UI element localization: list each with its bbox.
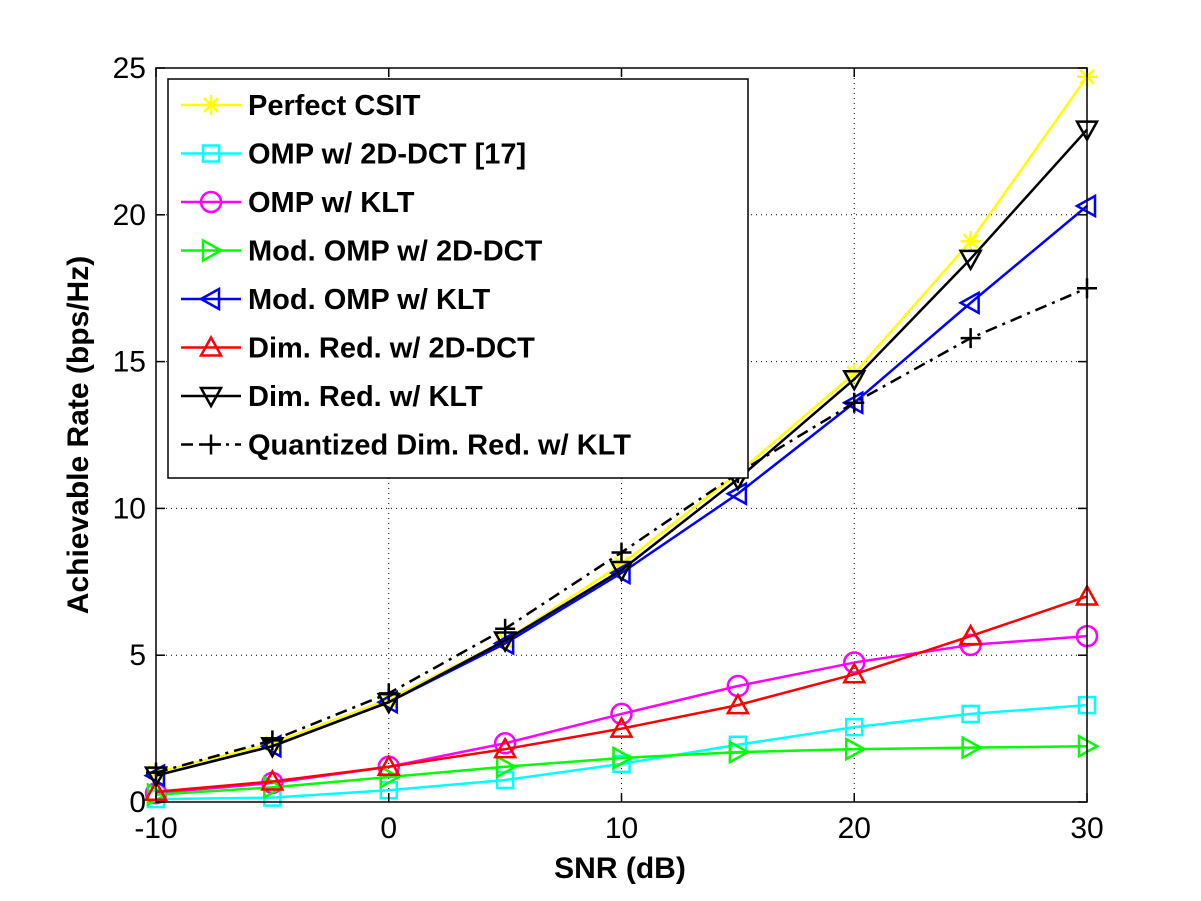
data-point bbox=[260, 768, 285, 791]
x-tick-label: 20 bbox=[838, 812, 871, 845]
data-point bbox=[960, 231, 981, 252]
legend-label: Quantized Dim. Red. w/ KLT bbox=[248, 430, 631, 462]
data-point bbox=[495, 754, 518, 779]
y-tick-label: 20 bbox=[113, 199, 146, 232]
series-line bbox=[155, 744, 1088, 796]
x-tick-label: 30 bbox=[1070, 812, 1103, 845]
legend-marker bbox=[199, 190, 223, 214]
data-point bbox=[845, 717, 864, 737]
data-point bbox=[609, 716, 634, 738]
data-point bbox=[843, 651, 866, 674]
data-point bbox=[493, 736, 518, 759]
legend-marker bbox=[201, 144, 221, 163]
data-point bbox=[611, 554, 632, 575]
legend-label: Mod. OMP w/ KLT bbox=[248, 284, 490, 316]
legend-label: OMP w/ KLT bbox=[248, 187, 415, 219]
legend-marker bbox=[198, 286, 221, 312]
series-6 bbox=[143, 583, 1100, 801]
legend-label: Dim. Red. w/ KLT bbox=[248, 381, 483, 413]
legend-entry-1: Perfect CSIT bbox=[181, 90, 421, 122]
data-point bbox=[610, 702, 633, 726]
legend-marker bbox=[198, 334, 224, 357]
y-tick-label: 10 bbox=[113, 492, 146, 525]
y-tick-label: 25 bbox=[113, 52, 146, 85]
x-axis-title: SNR (dB) bbox=[554, 852, 686, 885]
legend-label: Dim. Red. w/ 2D-DCT bbox=[248, 333, 535, 365]
series-line bbox=[155, 128, 1088, 777]
data-point bbox=[725, 692, 750, 715]
x-tick-label: 0 bbox=[380, 812, 397, 845]
data-point bbox=[845, 737, 867, 762]
data-point bbox=[612, 745, 635, 771]
data-point bbox=[728, 739, 751, 765]
data-point bbox=[379, 764, 402, 790]
data-point bbox=[842, 369, 867, 392]
x-tick-label: -10 bbox=[134, 812, 177, 845]
y-tick-label: 5 bbox=[129, 639, 146, 672]
legend-label: Perfect CSIT bbox=[248, 90, 421, 122]
data-point bbox=[378, 683, 399, 704]
data-point bbox=[1077, 734, 1100, 759]
legend-marker bbox=[201, 238, 224, 263]
data-point bbox=[844, 363, 865, 384]
data-point bbox=[495, 618, 516, 639]
data-point bbox=[493, 732, 517, 755]
data-point bbox=[961, 735, 984, 760]
legend: Perfect CSIT OMP w/ 2D-DCT [17] OMP w/ KLT… bbox=[167, 78, 749, 479]
legend-entry-5: Mod. OMP w/ KLT bbox=[181, 284, 490, 316]
data-point bbox=[611, 542, 632, 563]
legend-marker bbox=[201, 95, 221, 115]
axes bbox=[155, 67, 1088, 803]
data-point bbox=[376, 754, 401, 777]
data-point bbox=[961, 704, 980, 724]
data-point bbox=[958, 290, 980, 316]
data-point bbox=[1074, 193, 1097, 219]
data-point bbox=[960, 328, 981, 349]
legend-entry-7: Dim. Red. w/ KLT bbox=[181, 381, 483, 413]
x-tick-label: 10 bbox=[605, 812, 638, 845]
legend-label: Mod. OMP w/ 2D-DCT bbox=[248, 236, 543, 268]
legend-entry-8: Quantized Dim. Red. w/ KLT bbox=[181, 430, 631, 462]
data-point bbox=[262, 730, 283, 751]
data-point bbox=[844, 392, 865, 413]
y-axis-title: Achievable Rate (bps/Hz) bbox=[62, 256, 95, 614]
data-point bbox=[958, 249, 983, 272]
legend-entry-4: Mod. OMP w/ 2D-DCT bbox=[181, 236, 543, 268]
data-point bbox=[842, 661, 867, 684]
legend-entry-6: Dim. Red. w/ 2D-DCT bbox=[181, 333, 535, 365]
legend-box bbox=[167, 78, 749, 479]
y-tick-label: 0 bbox=[129, 786, 146, 819]
data-point bbox=[958, 623, 983, 646]
legend-marker bbox=[198, 386, 224, 409]
legend-entry-3: OMP w/ KLT bbox=[181, 187, 415, 219]
series-line bbox=[155, 595, 1088, 793]
y-tick-label: 15 bbox=[113, 346, 146, 379]
legend-marker bbox=[201, 434, 221, 455]
legend-entry-2: OMP w/ 2D-DCT [17] bbox=[181, 139, 526, 171]
legend-label: OMP w/ 2D-DCT [17] bbox=[248, 139, 526, 171]
